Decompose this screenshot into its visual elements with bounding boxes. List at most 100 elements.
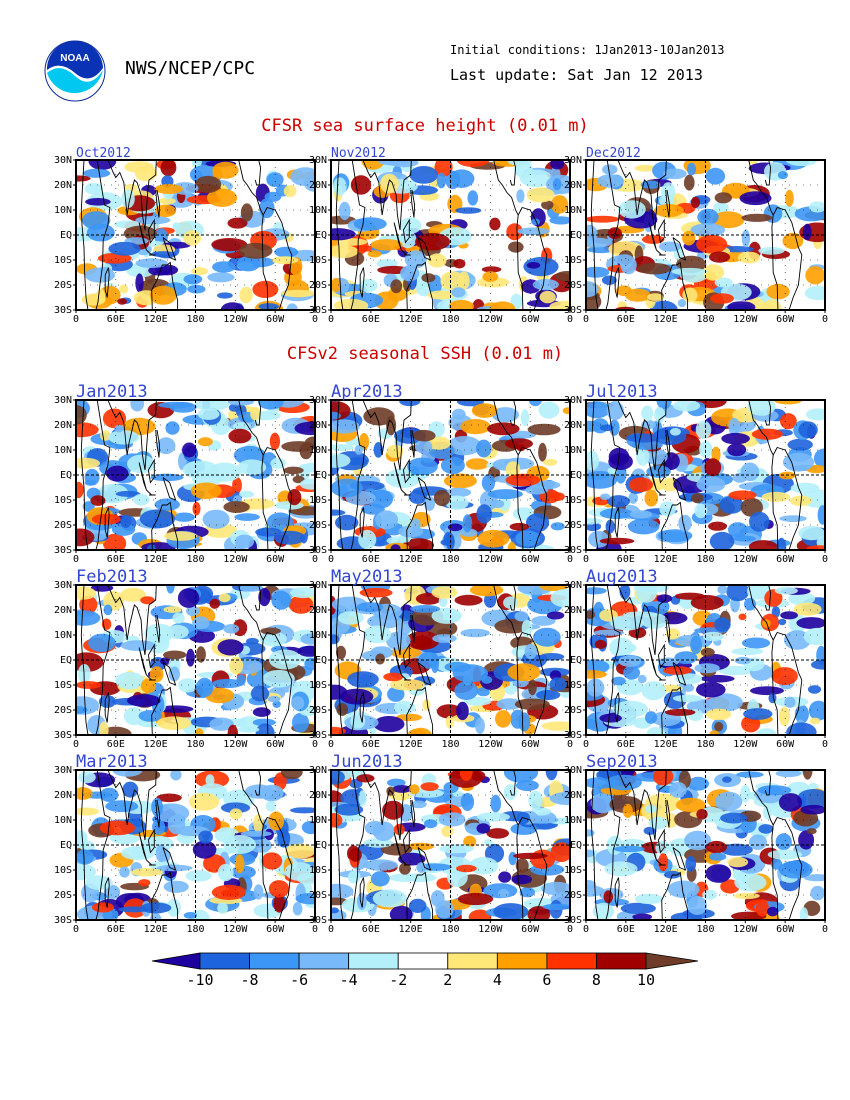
coastline	[95, 160, 111, 310]
coastline	[262, 206, 293, 310]
coastline	[238, 770, 269, 920]
coastline	[147, 643, 155, 669]
coastline	[614, 877, 620, 908]
coastline	[661, 714, 663, 735]
lon-tick-label: 180	[696, 924, 714, 935]
colorbar-swatch	[397, 952, 449, 970]
lon-tick-label: 60E	[107, 314, 125, 325]
coastline	[401, 249, 411, 256]
coastline	[155, 799, 161, 828]
lat-tick-label: 20N	[54, 790, 72, 801]
lon-tick-label: 60E	[617, 739, 635, 750]
colorbar: -10 -8 -6 -4 -2 2 4 6 8 10	[151, 952, 699, 989]
colorbar-swatch	[348, 952, 399, 970]
coastline	[672, 847, 687, 871]
lon-tick-label: 60W	[266, 739, 285, 750]
coastline	[661, 899, 663, 920]
lat-tick-label: 30S	[564, 730, 582, 741]
ssh-field	[586, 160, 825, 310]
lon-tick-label: 0	[822, 739, 828, 750]
lon-tick-label: 120W	[733, 924, 758, 935]
coastline	[359, 507, 365, 538]
lat-tick-label: 10N	[54, 445, 72, 456]
coastline	[672, 477, 687, 501]
coastline	[617, 585, 667, 656]
lat-tick-label: 10N	[54, 205, 72, 216]
coastline	[151, 529, 153, 550]
coastline	[162, 477, 177, 501]
coastline	[254, 770, 262, 796]
noaa-logo-icon: NOAA	[44, 40, 106, 102]
lat-tick-label: EQ	[315, 840, 327, 851]
lat-tick-label: 10N	[54, 815, 72, 826]
colorbar-label: 8	[592, 971, 601, 989]
lat-tick-label: 20S	[309, 280, 327, 291]
coastline	[362, 585, 412, 656]
coastline	[95, 770, 111, 920]
lat-tick-label: 20N	[564, 605, 582, 616]
lon-tick-label: 60W	[776, 314, 795, 325]
lat-tick-label: 30S	[564, 305, 582, 316]
lon-tick-label: 60W	[266, 314, 285, 325]
lat-tick-label: 20N	[54, 420, 72, 431]
colorbar-swatch	[596, 952, 647, 970]
lat-tick-label: 30N	[564, 395, 582, 406]
panel-month-label: Nov2012	[331, 146, 386, 161]
colorbar-swatch	[546, 952, 597, 970]
coastline	[80, 400, 89, 550]
lat-tick-label: 30S	[309, 545, 327, 556]
lon-tick-label: 0	[73, 924, 79, 935]
lat-tick-label: 30N	[54, 395, 72, 406]
coastline	[151, 714, 153, 735]
lon-tick-label: 180	[441, 314, 459, 325]
lat-tick-label: 30N	[309, 765, 327, 776]
lat-tick-label: 20S	[564, 280, 582, 291]
lon-tick-label: 120W	[478, 554, 503, 565]
lat-tick-label: 30S	[54, 545, 72, 556]
coastline	[104, 507, 110, 538]
panel-month-label: Jul2013	[586, 382, 658, 402]
lon-tick-label: 120W	[478, 924, 503, 935]
coastline	[661, 686, 689, 735]
lat-tick-label: EQ	[315, 470, 327, 481]
lat-tick-label: EQ	[60, 230, 72, 241]
lat-tick-label: 30S	[564, 545, 582, 556]
coastline	[417, 847, 432, 871]
coastline	[617, 770, 667, 841]
coastline	[362, 400, 412, 471]
coastline	[590, 160, 599, 310]
lat-tick-label: 10N	[564, 630, 582, 641]
coastline	[155, 189, 161, 218]
lon-tick-label: 120W	[223, 924, 248, 935]
coastline	[764, 160, 772, 186]
coastline	[406, 686, 434, 735]
lon-tick-label: 60E	[362, 739, 380, 750]
lon-tick-label: 120W	[223, 554, 248, 565]
lat-tick-label: 30S	[54, 915, 72, 926]
coastline	[661, 529, 663, 550]
coastline	[107, 400, 157, 471]
lon-tick-label: 0	[822, 314, 828, 325]
lon-tick-label: 0	[583, 314, 589, 325]
lon-tick-label: 180	[186, 739, 204, 750]
lon-tick-label: 0	[73, 739, 79, 750]
lat-tick-label: 10S	[309, 680, 327, 691]
lon-tick-label: 60E	[107, 739, 125, 750]
lat-tick-label: EQ	[570, 230, 582, 241]
last-update-label: Last update: Sat Jan 12 2013	[450, 66, 703, 84]
lon-tick-label: 120E	[654, 314, 678, 325]
coastline	[95, 400, 111, 550]
coastline	[155, 429, 161, 458]
lon-tick-label: 120E	[399, 314, 423, 325]
coastline	[107, 770, 157, 841]
lat-tick-label: 20S	[54, 280, 72, 291]
lon-tick-label: 0	[73, 554, 79, 565]
coastline	[107, 160, 157, 231]
colorbar-label: 2	[443, 971, 452, 989]
lat-tick-label: 30S	[309, 915, 327, 926]
coastline	[359, 267, 365, 298]
lon-tick-label: 60E	[617, 924, 635, 935]
